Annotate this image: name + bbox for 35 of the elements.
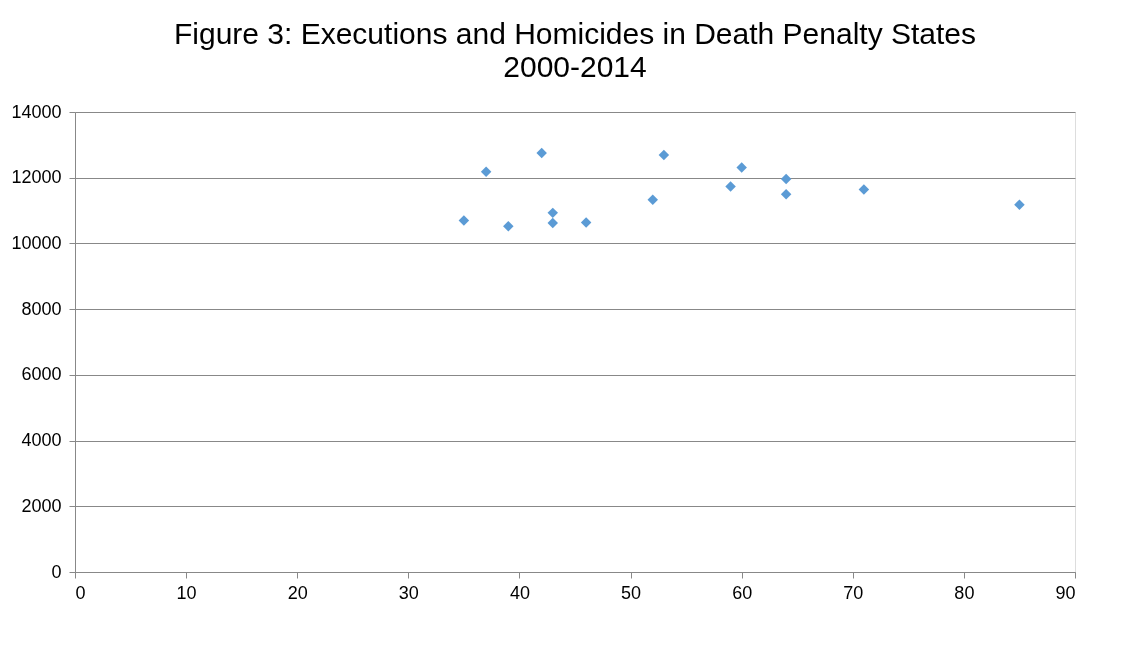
point bbox=[547, 207, 559, 219]
x-tick-label: 70 bbox=[843, 582, 864, 603]
y-tick-label: 4000 bbox=[21, 430, 62, 451]
x-tick-label: 80 bbox=[954, 582, 975, 603]
y-tick-label: 0 bbox=[51, 561, 62, 582]
x-tick-label: 40 bbox=[509, 582, 530, 603]
point bbox=[780, 188, 792, 200]
y-tick-label: 8000 bbox=[21, 298, 62, 319]
point bbox=[647, 194, 659, 205]
y-tick-label: 14000 bbox=[11, 101, 62, 122]
point bbox=[658, 149, 670, 161]
point bbox=[503, 221, 514, 232]
x-tick-label: 50 bbox=[621, 582, 642, 603]
y-tick-label: 6000 bbox=[21, 364, 62, 385]
y-tick-label: 12000 bbox=[11, 167, 62, 188]
chart-subtitle: 2000-2014 bbox=[503, 50, 647, 83]
point bbox=[780, 173, 792, 185]
point bbox=[736, 162, 747, 173]
point bbox=[1014, 199, 1025, 210]
point bbox=[480, 166, 492, 178]
x-tick-label: 0 bbox=[75, 582, 86, 603]
point bbox=[858, 184, 870, 195]
point bbox=[536, 147, 547, 159]
x-tick-label: 20 bbox=[287, 582, 308, 603]
x-tick-label: 60 bbox=[732, 582, 753, 603]
x-tick-label: 10 bbox=[176, 582, 197, 603]
point bbox=[580, 217, 592, 228]
point bbox=[725, 181, 736, 192]
chart-title: Figure 3: Executions and Homicides in Death Penalty States bbox=[173, 17, 977, 50]
y-tick-label: 2000 bbox=[21, 495, 62, 516]
x-tick-label: 90 bbox=[1055, 582, 1076, 603]
point bbox=[458, 215, 470, 226]
point bbox=[547, 217, 559, 229]
x-tick-label: 30 bbox=[398, 582, 419, 603]
y-tick-label: 10000 bbox=[11, 232, 62, 253]
